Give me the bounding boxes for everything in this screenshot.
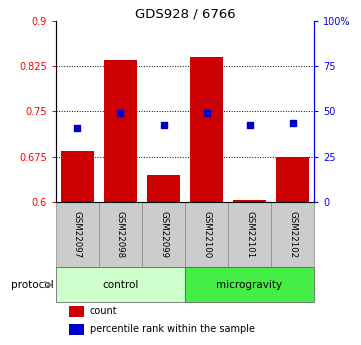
Bar: [69, 324, 84, 335]
Point: [247, 122, 252, 127]
Text: microgravity: microgravity: [217, 280, 283, 290]
Point: [290, 121, 295, 126]
Bar: [190, 57, 223, 202]
Point: [75, 126, 81, 131]
Bar: [56, 267, 185, 303]
Point: [204, 110, 209, 115]
Bar: [99, 202, 142, 267]
Text: GSM22097: GSM22097: [73, 211, 82, 258]
Title: GDS928 / 6766: GDS928 / 6766: [135, 8, 235, 21]
Text: control: control: [102, 280, 139, 290]
Bar: [228, 202, 271, 267]
Text: GSM22101: GSM22101: [245, 211, 254, 258]
Text: GSM22102: GSM22102: [288, 211, 297, 258]
Bar: [142, 202, 185, 267]
Bar: [234, 200, 266, 202]
Text: protocol: protocol: [11, 280, 54, 290]
Bar: [61, 151, 93, 202]
Bar: [56, 202, 99, 267]
Text: percentile rank within the sample: percentile rank within the sample: [90, 324, 255, 334]
Text: GSM22098: GSM22098: [116, 211, 125, 258]
Point: [161, 122, 166, 127]
Text: GSM22099: GSM22099: [159, 211, 168, 258]
Bar: [271, 202, 314, 267]
Bar: [185, 267, 314, 303]
Text: count: count: [90, 306, 117, 316]
Bar: [147, 175, 180, 202]
Bar: [69, 306, 84, 317]
Bar: [104, 60, 136, 202]
Text: GSM22100: GSM22100: [202, 211, 211, 258]
Bar: [185, 202, 228, 267]
Point: [118, 110, 123, 115]
Bar: [277, 157, 309, 202]
